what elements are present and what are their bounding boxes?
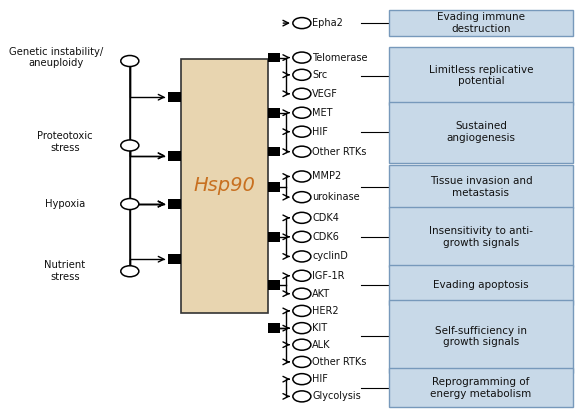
Bar <box>268 147 280 156</box>
Bar <box>168 151 181 161</box>
Circle shape <box>293 126 311 137</box>
Text: cyclinD: cyclinD <box>312 251 348 261</box>
Text: Hypoxia: Hypoxia <box>45 199 85 209</box>
Text: MMP2: MMP2 <box>312 171 341 181</box>
Text: HER2: HER2 <box>312 306 339 316</box>
Text: HIF: HIF <box>312 374 328 384</box>
Text: Epha2: Epha2 <box>312 18 343 28</box>
Circle shape <box>121 266 139 277</box>
Text: Nutrient
stress: Nutrient stress <box>45 261 86 282</box>
Circle shape <box>293 231 311 242</box>
Text: Other RTKs: Other RTKs <box>312 357 367 367</box>
Bar <box>389 10 573 36</box>
Circle shape <box>293 69 311 81</box>
Bar <box>268 53 280 62</box>
Circle shape <box>293 171 311 182</box>
Bar <box>389 102 573 163</box>
Circle shape <box>293 288 311 299</box>
Bar <box>389 368 573 408</box>
Text: Sustained
angiogenesis: Sustained angiogenesis <box>446 122 515 143</box>
Bar <box>389 46 573 105</box>
Circle shape <box>293 270 311 281</box>
Text: urokinase: urokinase <box>312 192 360 202</box>
Circle shape <box>293 17 311 29</box>
Bar <box>268 108 280 117</box>
Circle shape <box>293 339 311 350</box>
Text: Self-sufficiency in
growth signals: Self-sufficiency in growth signals <box>435 326 527 347</box>
Bar <box>181 59 268 312</box>
Text: IGF-1R: IGF-1R <box>312 271 345 281</box>
Circle shape <box>293 52 311 63</box>
Bar <box>168 199 181 209</box>
Bar <box>268 232 280 242</box>
Circle shape <box>121 198 139 210</box>
Text: Reprogramming of
energy metabolism: Reprogramming of energy metabolism <box>430 377 532 398</box>
Bar <box>389 265 573 305</box>
Text: Evading immune
destruction: Evading immune destruction <box>437 12 525 34</box>
Circle shape <box>293 251 311 262</box>
Text: Src: Src <box>312 70 327 80</box>
Bar <box>268 323 280 333</box>
Text: KIT: KIT <box>312 323 327 333</box>
Text: Evading apoptosis: Evading apoptosis <box>433 280 529 290</box>
Circle shape <box>293 192 311 203</box>
Circle shape <box>293 88 311 99</box>
Text: Limitless replicative
potential: Limitless replicative potential <box>428 65 533 86</box>
Bar <box>389 166 573 208</box>
Text: MET: MET <box>312 108 332 118</box>
Circle shape <box>293 391 311 402</box>
Text: Tissue invasion and
metastasis: Tissue invasion and metastasis <box>430 176 532 198</box>
Circle shape <box>293 305 311 316</box>
Text: VEGF: VEGF <box>312 89 338 99</box>
Bar <box>389 207 573 268</box>
Circle shape <box>293 356 311 367</box>
Text: HIF: HIF <box>312 127 328 137</box>
Text: Glycolysis: Glycolysis <box>312 391 361 401</box>
Circle shape <box>293 146 311 157</box>
Bar <box>168 254 181 264</box>
Text: Proteotoxic
stress: Proteotoxic stress <box>37 131 93 153</box>
Circle shape <box>121 140 139 151</box>
Circle shape <box>293 322 311 334</box>
Bar <box>389 300 573 373</box>
Text: ALK: ALK <box>312 340 331 350</box>
Text: Genetic instability/
aneuploidy: Genetic instability/ aneuploidy <box>9 47 104 68</box>
Text: CDK4: CDK4 <box>312 213 339 223</box>
Circle shape <box>293 374 311 385</box>
Circle shape <box>121 56 139 66</box>
Bar <box>268 182 280 192</box>
Text: Other RTKs: Other RTKs <box>312 146 367 156</box>
Bar <box>268 280 280 290</box>
Text: Hsp90: Hsp90 <box>193 176 255 195</box>
Text: AKT: AKT <box>312 289 330 299</box>
Text: Telomerase: Telomerase <box>312 53 368 63</box>
Bar <box>168 93 181 102</box>
Circle shape <box>293 107 311 118</box>
Text: Insensitivity to anti-
growth signals: Insensitivity to anti- growth signals <box>429 226 533 248</box>
Text: CDK6: CDK6 <box>312 232 339 242</box>
Circle shape <box>293 212 311 223</box>
